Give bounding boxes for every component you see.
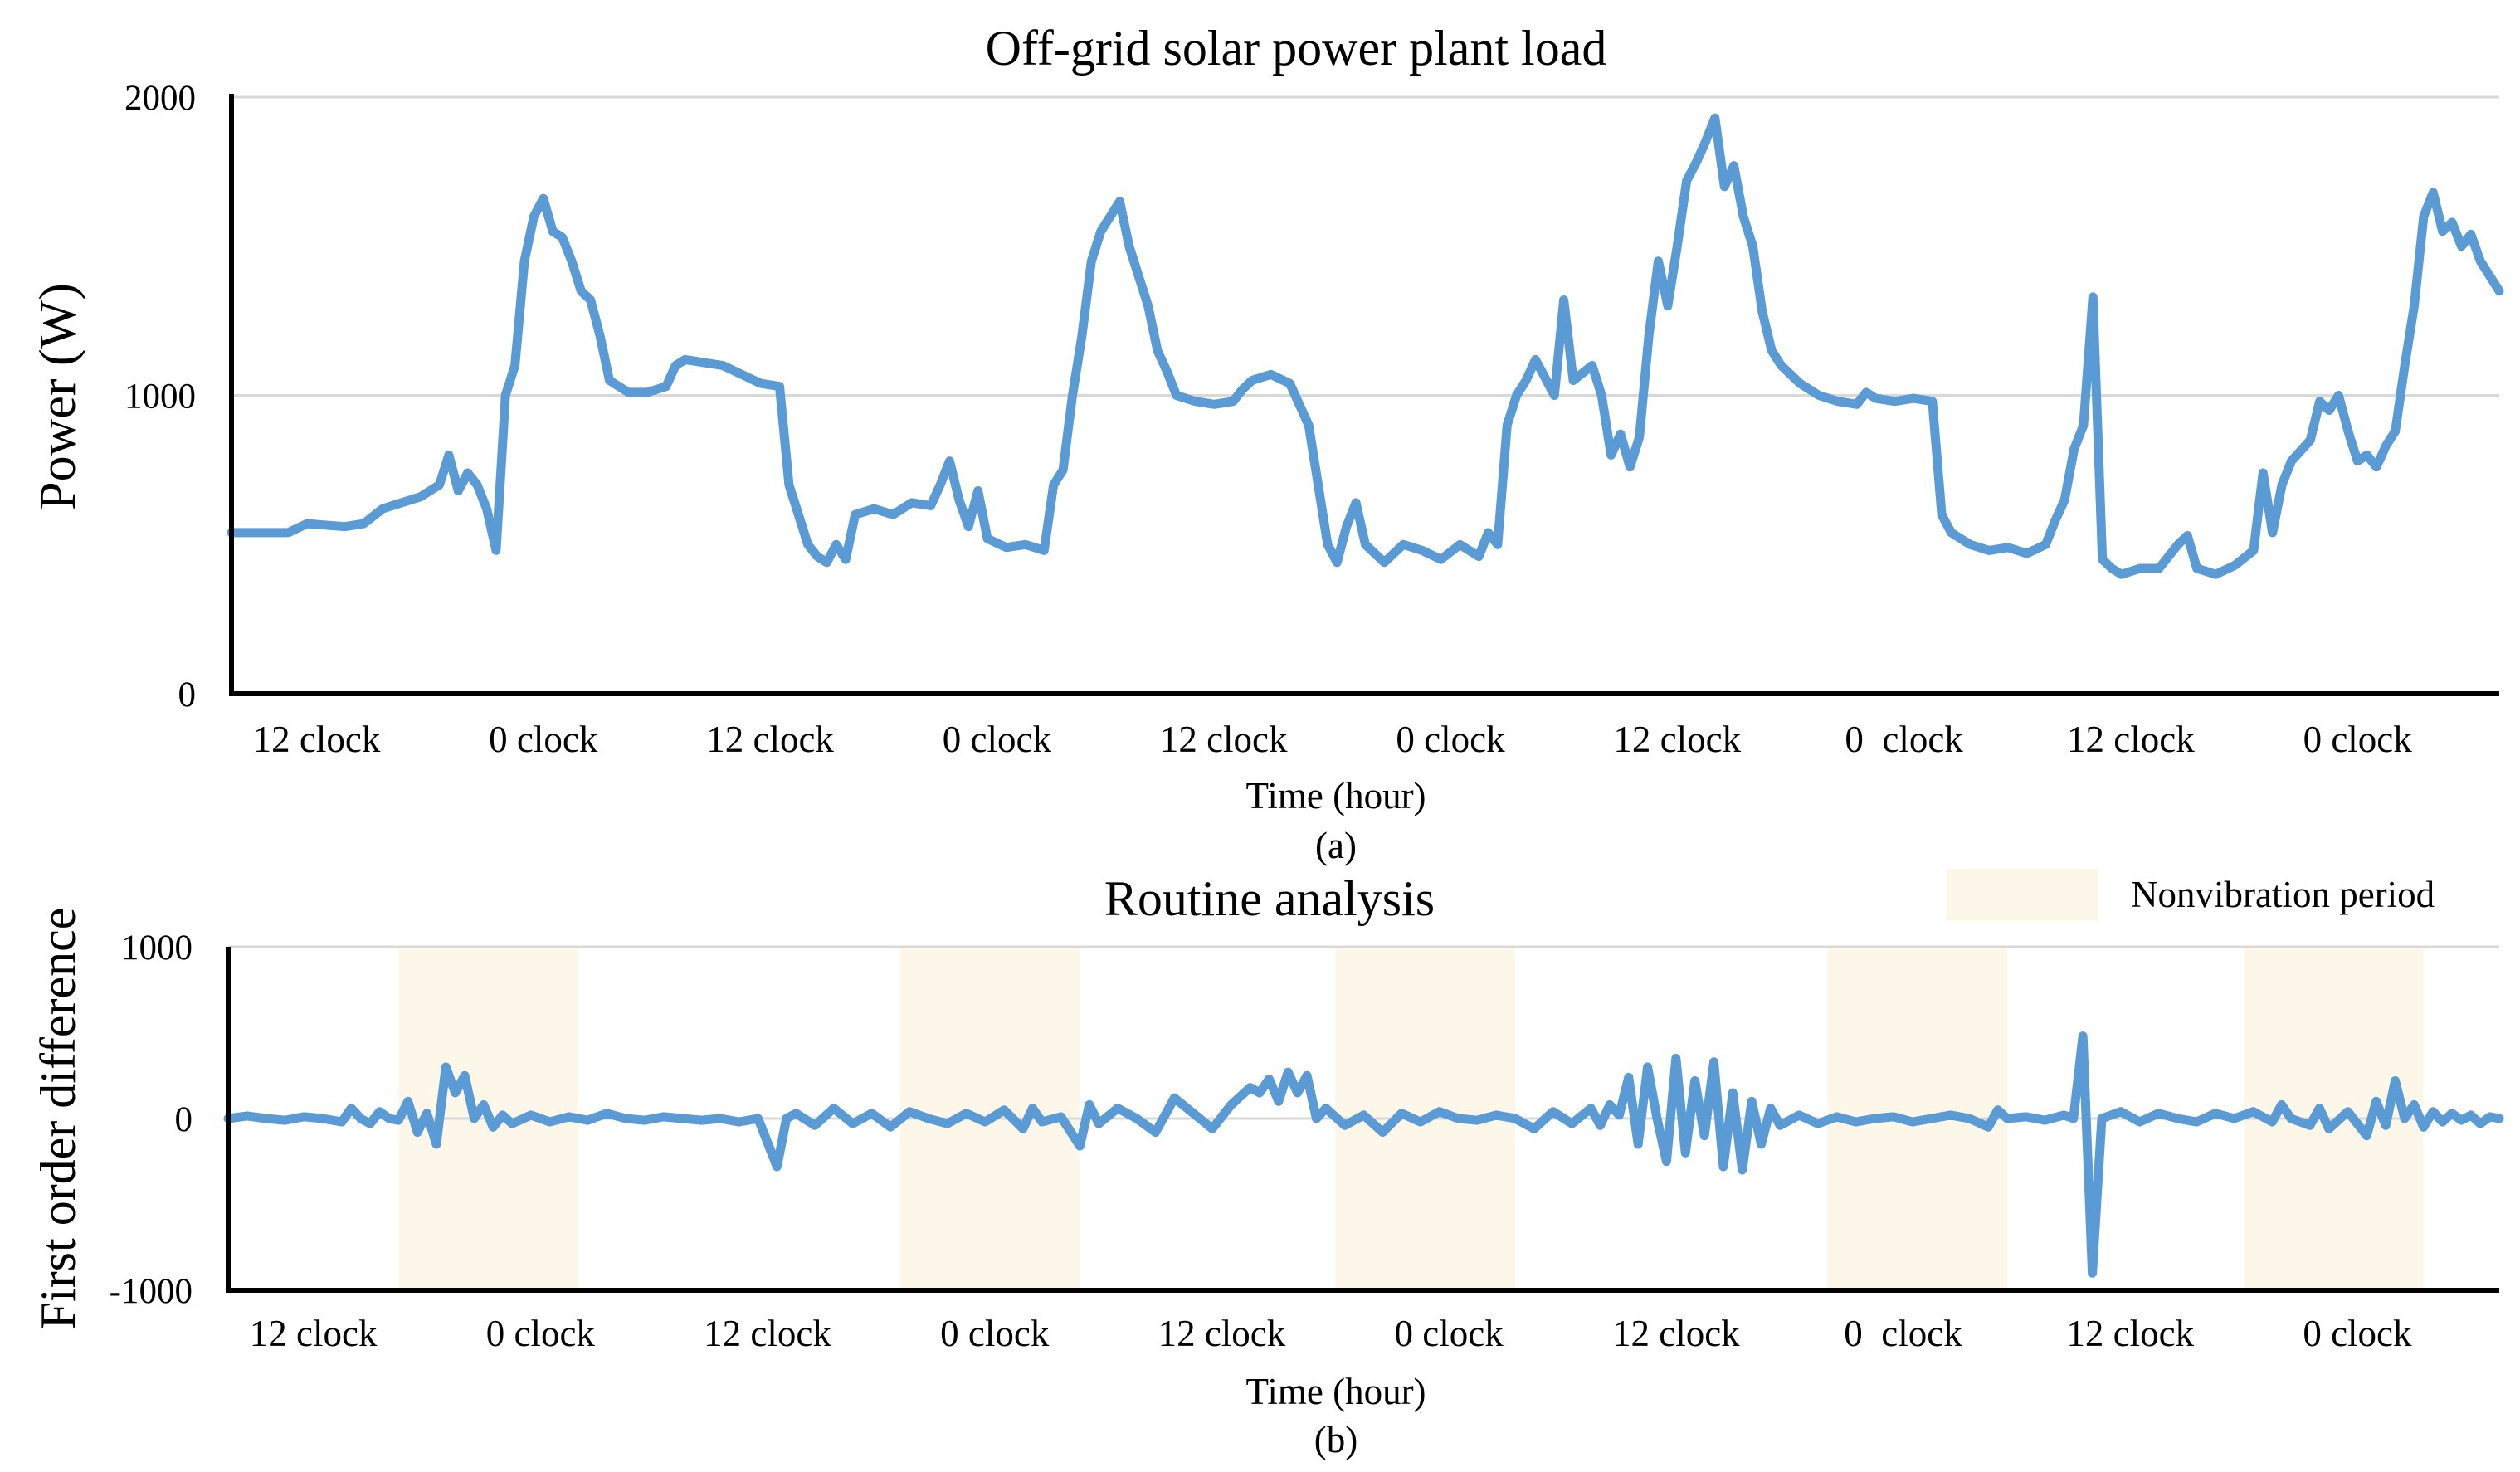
- chart-b-ylabel: First order difference: [31, 908, 85, 1330]
- chart-b-xtick-4: 12 clock: [1158, 1313, 1286, 1354]
- chart-a-xtick-3: 0 clock: [943, 719, 1052, 760]
- chart-b-xtick-5: 0 clock: [1395, 1313, 1504, 1354]
- chart-a-series-line: [227, 113, 2504, 579]
- chart-a-xtick-8: 12 clock: [2067, 719, 2195, 760]
- chart-b-xlabel: Time (hour): [1245, 1371, 1426, 1412]
- chart-b-xtick-9: 0 clock: [2303, 1313, 2412, 1354]
- chart-b-xtick-7: 0 clock: [1844, 1313, 1962, 1354]
- chart-b-xtick-6: 12 clock: [1612, 1313, 1740, 1354]
- chart-a-xtick-4: 12 clock: [1160, 719, 1288, 760]
- chart-a-xtick-0: 12 clock: [253, 719, 381, 760]
- chart-a-xtick-5: 0 clock: [1396, 719, 1505, 760]
- chart-b-ytick-1: 0: [175, 1100, 193, 1139]
- chart-b-xtick-3: 0 clock: [940, 1313, 1050, 1354]
- chart-b-legend-swatch: [1947, 869, 2098, 921]
- chart-b-ytick-0: 1000: [121, 929, 193, 968]
- chart-a-ytick-2: 0: [178, 675, 197, 714]
- chart-b-xtick-2: 12 clock: [704, 1313, 831, 1354]
- chart-b-y-ticks: 1000 0 -1000: [110, 929, 193, 1311]
- chart-a-y-ticks: 2000 1000 0: [124, 79, 196, 714]
- chart-a-xlabel: Time (hour): [1245, 775, 1426, 816]
- chart-a-xtick-9: 0 clock: [2303, 719, 2413, 760]
- chart-b-x-ticks: 12 clock 0 clock 12 clock 0 clock 12 clock 0 …: [250, 1313, 2412, 1354]
- chart-a-grid: [232, 95, 2499, 397]
- chart-b: 1000 0 -1000 12 clock 0 clock 12 clock 0 cloc…: [31, 869, 2504, 1460]
- chart-a-xtick-7: 0 clock: [1845, 719, 1963, 760]
- chart-b-series-line: [223, 1031, 2504, 1278]
- chart-a-ylabel: Power (W): [30, 283, 86, 510]
- chart-b-legend-label: Nonvibration period: [2131, 874, 2435, 915]
- chart-b-ytick-2: -1000: [110, 1272, 193, 1311]
- chart-a-xtick-6: 12 clock: [1613, 719, 1741, 760]
- chart-a-xtick-1: 0 clock: [489, 719, 598, 760]
- chart-a-title: Off-grid solar power plant load: [986, 21, 1607, 76]
- chart-a-ytick-0: 2000: [124, 79, 196, 118]
- chart-a-x-ticks: 12 clock 0 clock 12 clock 0 clock 12 clock 0 …: [253, 719, 2413, 760]
- chart-b-xtick-0: 12 clock: [250, 1313, 378, 1354]
- chart-b-xtick-1: 0 clock: [486, 1313, 596, 1354]
- chart-a-ytick-1: 1000: [124, 378, 196, 417]
- chart-b-caption: (b): [1314, 1419, 1357, 1460]
- chart-b-xtick-8: 12 clock: [2066, 1313, 2194, 1354]
- chart-a-xtick-2: 12 clock: [706, 719, 834, 760]
- chart-b-title: Routine analysis: [1104, 871, 1435, 926]
- chart-a: 2000 1000 0 12 clock 0 clock 12 clock 0 clock…: [30, 21, 2504, 866]
- chart-a-caption: (a): [1315, 825, 1357, 866]
